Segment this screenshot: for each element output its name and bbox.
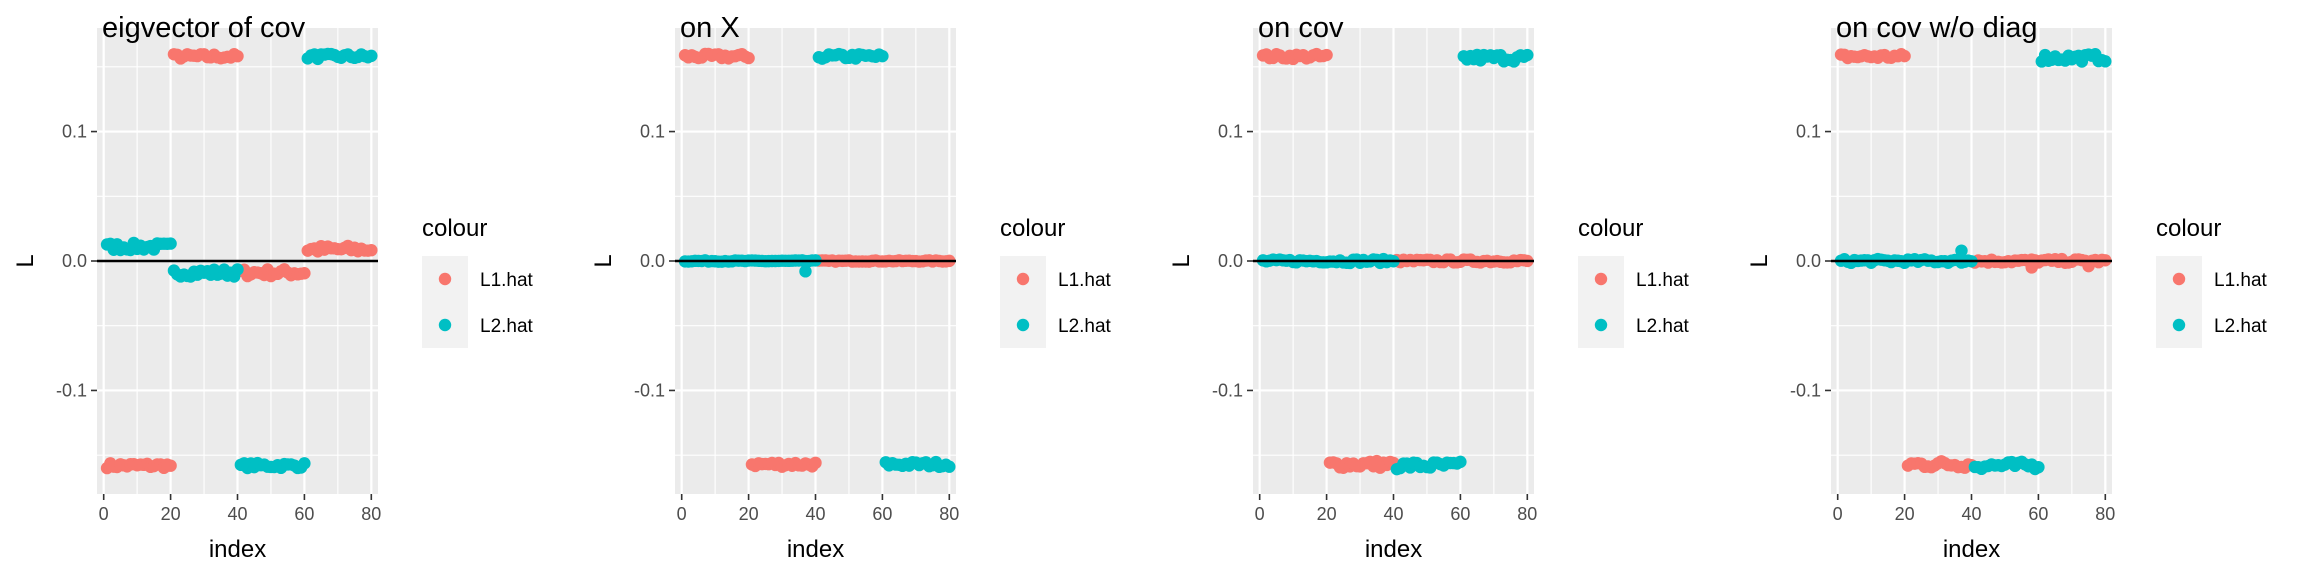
chart-title: on X [680,12,740,44]
x-tick-label: 20 [161,504,181,524]
data-point-l1-hat [1898,49,1911,63]
x-tick-label: 80 [2095,504,2115,524]
x-axis-label: index [1365,536,1422,563]
data-point-l1-hat [809,456,822,470]
y-tick-label: -0.1 [634,380,665,400]
legend-marker [1016,272,1030,286]
data-point-l2-hat [365,49,378,63]
x-tick-label: 40 [1961,504,1981,524]
x-tick-label: 40 [805,504,825,524]
x-tick-label: 20 [739,504,759,524]
data-point-l2-hat [298,457,311,470]
x-tick-label: 40 [1383,504,1403,524]
legend: colour L1.hat L2.hat [1000,215,1112,348]
y-tick-label: 0.0 [640,251,665,271]
legend: colour L1.hat L2.hat [1578,215,1690,348]
data-point-l1-hat [2025,261,2038,274]
legend-marker [438,272,452,286]
y-tick-label: 0.1 [640,122,665,142]
x-tick-label: 20 [1317,504,1337,524]
legend-label: L1.hat [1636,270,1690,291]
chart-title: on cov [1258,12,1344,44]
data-point-l1-hat [231,49,244,63]
legend-label: L2.hat [480,316,534,337]
y-axis-label: L [1746,254,1773,267]
data-point-l2-hat [1521,48,1534,62]
legend: colour L1.hat L2.hat [422,215,534,348]
y-tick-label: 0.1 [1796,122,1821,142]
y-tick-label: -0.1 [1212,380,1243,400]
y-tick-label: -0.1 [56,380,87,400]
legend-title: colour [1578,215,1643,242]
y-axis-label: L [1168,254,1195,267]
x-tick-label: 0 [1833,504,1843,524]
legend: colour L1.hat L2.hat [2156,215,2268,348]
chart-title: on cov w/o diag [1836,12,2038,44]
x-tick-label: 40 [227,504,247,524]
legend-marker [2172,272,2186,286]
x-tick-label: 0 [1255,504,1265,524]
x-axis-label: index [787,536,844,563]
legend-title: colour [1000,215,1065,242]
data-point-l2-hat [231,263,244,276]
legend-label: L2.hat [1058,316,1112,337]
y-axis-label: L [12,254,39,267]
data-point-l1-hat [742,51,755,65]
data-point-l2-hat [876,49,889,63]
legend-label: L2.hat [2214,316,2268,337]
data-point-l1-hat [298,267,311,280]
data-point-l1-hat [164,459,177,472]
x-tick-label: 60 [872,504,892,524]
x-tick-label: 0 [677,504,687,524]
x-axis-label: index [1943,536,2000,563]
y-axis-label: L [590,254,617,267]
data-point-l2-hat [2032,460,2045,474]
data-point-l2-hat [2099,55,2112,68]
data-point-l2-hat [1955,244,1968,257]
data-point-l1-hat [2082,259,2095,273]
x-tick-label: 60 [1450,504,1470,524]
chart-panel-1: 0 20 40 60 80 -0.1 0.0 0.1 eigvector of cov index… [12,12,534,563]
legend-marker [1594,272,1608,286]
x-tick-label: 80 [939,504,959,524]
legend-title: colour [2156,215,2221,242]
data-point-l2-hat [164,237,177,250]
data-point-l1-hat [365,243,378,257]
legend-label: L1.hat [480,270,534,291]
data-point-l2-hat [1454,455,1467,469]
y-tick-label: -0.1 [1790,380,1821,400]
y-tick-label: 0.0 [1796,251,1821,271]
x-tick-label: 20 [1895,504,1915,524]
legend-label: L2.hat [1636,316,1690,337]
legend-marker [1016,318,1030,332]
x-tick-label: 0 [99,504,109,524]
y-tick-label: 0.1 [62,122,87,142]
x-tick-label: 80 [361,504,381,524]
legend-marker [2172,318,2186,332]
chart-panel-4: 0 20 40 60 80 -0.1 0.0 0.1 on cov w/o diag index L… [1746,12,2268,563]
x-tick-label: 80 [1517,504,1537,524]
chart-title: eigvector of cov [102,12,306,44]
legend-title: colour [422,215,487,242]
legend-label: L1.hat [2214,270,2268,291]
data-point-l1-hat [1320,48,1333,62]
x-tick-label: 60 [2028,504,2048,524]
y-tick-label: 0.1 [1218,122,1243,142]
y-tick-label: 0.0 [1218,251,1243,271]
data-point-l2-hat [943,460,956,473]
legend-marker [438,318,452,332]
legend-label: L1.hat [1058,270,1112,291]
y-tick-label: 0.0 [62,251,87,271]
data-point-l2-hat [799,265,812,278]
x-axis-label: index [209,536,266,563]
x-tick-label: 60 [294,504,314,524]
legend-marker [1594,318,1608,332]
